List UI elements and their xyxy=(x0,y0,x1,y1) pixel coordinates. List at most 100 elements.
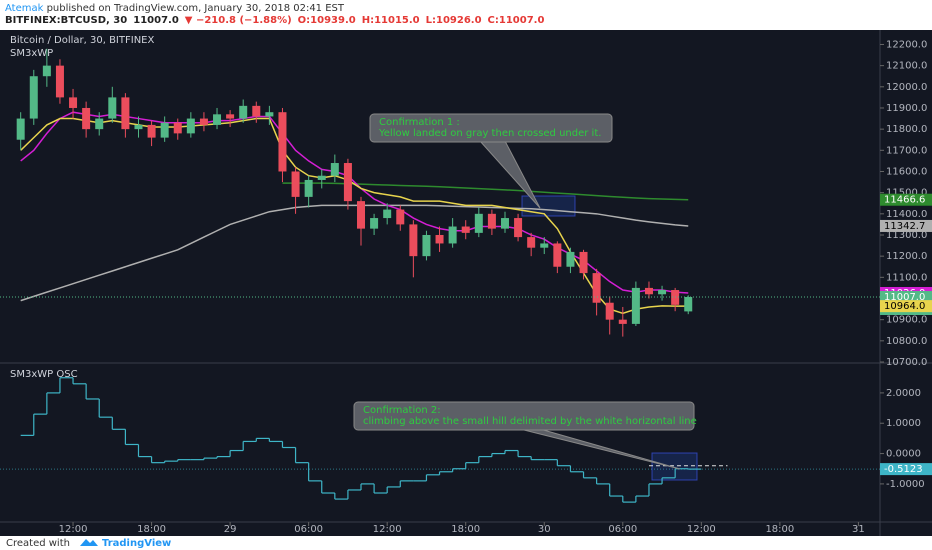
x-tick-label: 18:00 xyxy=(137,524,166,535)
y-tick-label: 11600.0 xyxy=(886,166,927,177)
open: O:10939.0 xyxy=(298,15,356,26)
candle-body xyxy=(265,112,274,117)
candle-body xyxy=(370,218,379,229)
x-tick-label: 12:00 xyxy=(59,524,88,535)
candle-body xyxy=(553,243,562,267)
header-bg xyxy=(0,0,932,30)
candle-body xyxy=(658,290,667,295)
candle-body xyxy=(160,122,169,138)
candle-body xyxy=(108,97,117,119)
candle-body xyxy=(186,118,195,134)
y-tick-label: 11100.0 xyxy=(886,272,927,283)
highlight-box xyxy=(521,195,576,217)
candle-body xyxy=(500,218,509,229)
close: C:11007.0 xyxy=(488,15,545,26)
published: published on TradingView.com, January 30… xyxy=(43,3,344,14)
candle-body xyxy=(304,179,313,197)
x-tick-label: 06:00 xyxy=(608,524,637,535)
symbol: BITFINEX:BTCUSD, 30 xyxy=(5,15,127,26)
indicator-line xyxy=(20,204,689,302)
author[interactable]: Atemak xyxy=(5,3,44,14)
footer-bg xyxy=(0,536,932,550)
callout: Confirmation 2:climbing above the small … xyxy=(353,401,697,470)
candle-body xyxy=(592,273,601,303)
footer-created: Created with xyxy=(6,538,70,549)
candle-body xyxy=(213,114,222,125)
indicator-line xyxy=(20,117,689,315)
x-tick-label: 06:00 xyxy=(294,524,323,535)
price-label-box xyxy=(880,463,932,476)
callout-text: Confirmation 2: xyxy=(363,405,441,416)
candle-body xyxy=(291,171,300,197)
callout: Confirmation 1 :Yellow landed on gray th… xyxy=(369,113,613,209)
price: 11007.0 xyxy=(133,15,179,26)
candle-body xyxy=(343,163,352,202)
price-label: 11342.7 xyxy=(884,221,925,232)
candle-body xyxy=(579,251,588,274)
candle-body xyxy=(239,105,248,119)
indicator-name: SM3xWP xyxy=(10,48,53,59)
callout-text: Yellow landed on gray then crossed under… xyxy=(378,128,601,139)
candle-body xyxy=(422,234,431,257)
candle-body xyxy=(42,65,51,77)
candle-body xyxy=(357,201,366,229)
candle-body xyxy=(448,226,457,244)
candle-body xyxy=(527,237,536,248)
candle-body xyxy=(631,287,640,324)
publish-line: Atemak published on TradingView.com, Jan… xyxy=(5,3,345,14)
highlight-box xyxy=(651,452,698,481)
candle-body xyxy=(474,213,483,233)
y-tick-label: 1.0000 xyxy=(886,418,921,429)
candle-body xyxy=(383,209,392,219)
candle-body xyxy=(566,251,575,267)
callout-box xyxy=(353,401,695,431)
candle-body xyxy=(618,319,627,324)
candle-body xyxy=(330,163,339,176)
candle-body xyxy=(55,65,64,98)
candle-body xyxy=(134,124,143,130)
low: L:10926.0 xyxy=(426,15,482,26)
candle-body xyxy=(16,118,25,140)
x-tick-label: 29 xyxy=(224,524,237,535)
y-tick-label: 10900.0 xyxy=(886,315,927,326)
candle-body xyxy=(684,297,693,312)
price-label: 11007.0 xyxy=(884,292,925,303)
y-tick-label: 10800.0 xyxy=(886,336,927,347)
price-label: 10964.0 xyxy=(884,301,925,312)
candle-body xyxy=(487,213,496,229)
candle-body xyxy=(226,114,235,119)
candle-body xyxy=(317,175,326,180)
candle-body xyxy=(644,287,653,295)
price-label: -0.5123 xyxy=(884,464,923,475)
candle-body xyxy=(396,209,405,225)
footer-brand[interactable]: TradingView xyxy=(102,538,171,549)
candle-body xyxy=(252,105,261,117)
x-tick-label: 18:00 xyxy=(451,524,480,535)
y-tick-label: 12200.0 xyxy=(886,39,927,50)
candle-body xyxy=(461,226,470,233)
logo-icon xyxy=(80,539,98,546)
candle-body xyxy=(29,76,38,119)
y-tick-label: -1.0000 xyxy=(886,479,925,490)
y-tick-label: 0.0000 xyxy=(886,449,921,460)
x-tick-label: 30 xyxy=(538,524,551,535)
x-tick-label: 12:00 xyxy=(687,524,716,535)
y-tick-label: 11400.0 xyxy=(886,209,927,220)
candle-body xyxy=(147,124,156,138)
y-tick-label: 11900.0 xyxy=(886,103,927,114)
candle-body xyxy=(95,118,104,130)
price-label: 11466.6 xyxy=(884,195,925,206)
y-tick-label: 12100.0 xyxy=(886,61,927,72)
chart-bg xyxy=(0,30,932,536)
callout-box xyxy=(369,113,613,143)
indicator-line xyxy=(20,111,689,294)
y-tick-label: 11700.0 xyxy=(886,145,927,156)
candle-body xyxy=(199,118,208,125)
price-label-box xyxy=(880,300,932,313)
candle-body xyxy=(121,97,130,130)
candle-body xyxy=(278,112,287,172)
candle-body xyxy=(409,224,418,257)
y-tick-label: 11500.0 xyxy=(886,188,927,199)
x-tick-label: 31 xyxy=(852,524,865,535)
